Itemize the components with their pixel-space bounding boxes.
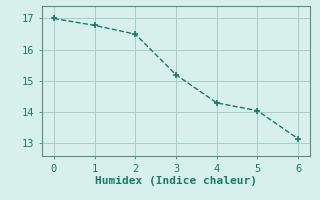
X-axis label: Humidex (Indice chaleur): Humidex (Indice chaleur) (95, 176, 257, 186)
